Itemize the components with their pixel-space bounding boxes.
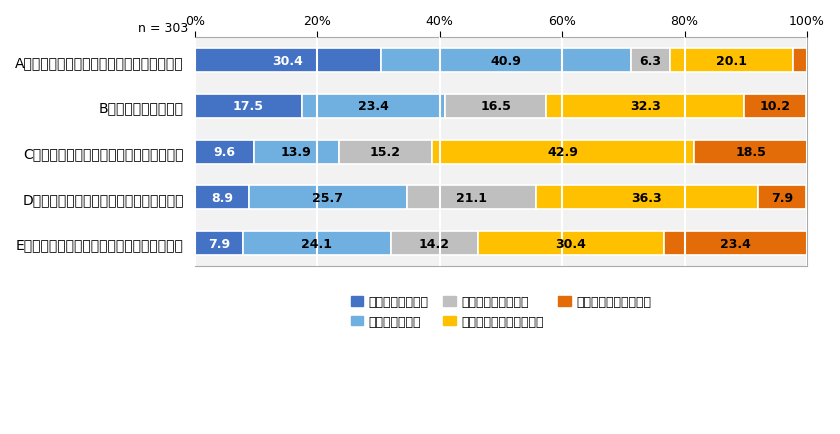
Text: 24.1: 24.1 (302, 237, 333, 250)
Text: 21.1: 21.1 (456, 191, 486, 204)
Text: 15.2: 15.2 (370, 146, 401, 159)
Text: 36.3: 36.3 (632, 191, 662, 204)
Text: 13.9: 13.9 (281, 146, 312, 159)
Text: 20.1: 20.1 (716, 55, 747, 68)
Bar (695, 141, 808, 164)
Text: 30.4: 30.4 (555, 237, 586, 250)
Text: 40.9: 40.9 (491, 55, 522, 68)
Bar (546, 95, 744, 118)
Bar (744, 95, 806, 118)
Text: 6.3: 6.3 (639, 55, 662, 68)
Text: 8.9: 8.9 (211, 191, 233, 204)
Bar (632, 49, 670, 73)
Text: 14.2: 14.2 (418, 237, 449, 250)
Text: 23.4: 23.4 (358, 100, 389, 113)
Bar (195, 232, 243, 255)
Text: n = 303: n = 303 (139, 22, 189, 35)
Bar (195, 49, 381, 73)
Bar (195, 95, 302, 118)
Bar (339, 141, 432, 164)
Text: 23.4: 23.4 (720, 237, 751, 250)
Bar (664, 232, 807, 255)
Bar (445, 95, 546, 118)
Text: 17.5: 17.5 (233, 100, 264, 113)
Bar (793, 49, 807, 73)
Text: 10.2: 10.2 (759, 100, 790, 113)
Text: 16.5: 16.5 (480, 100, 511, 113)
Bar (254, 141, 339, 164)
Bar (195, 186, 249, 210)
Text: 32.3: 32.3 (630, 100, 660, 113)
Bar (391, 232, 478, 255)
Bar (432, 141, 695, 164)
Text: 30.4: 30.4 (272, 55, 303, 68)
Text: 18.5: 18.5 (736, 146, 766, 159)
Text: 7.9: 7.9 (207, 237, 230, 250)
Bar (407, 186, 536, 210)
Bar (381, 49, 632, 73)
Text: 7.9: 7.9 (771, 191, 793, 204)
Legend: 非常にそう思った, まあそう思った, どちらともいえない, あまりそう思わなかった, 全くそう思わなかった: 非常にそう思った, まあそう思った, どちらともいえない, あまりそう思わなかっ… (346, 291, 656, 333)
Bar (302, 95, 445, 118)
Bar (670, 49, 793, 73)
Bar (758, 186, 806, 210)
Text: 9.6: 9.6 (213, 146, 235, 159)
Text: 42.9: 42.9 (548, 146, 579, 159)
Bar (478, 232, 664, 255)
Bar (195, 141, 254, 164)
Bar (249, 186, 407, 210)
Bar (536, 186, 758, 210)
Bar (243, 232, 391, 255)
Text: 25.7: 25.7 (312, 191, 344, 204)
